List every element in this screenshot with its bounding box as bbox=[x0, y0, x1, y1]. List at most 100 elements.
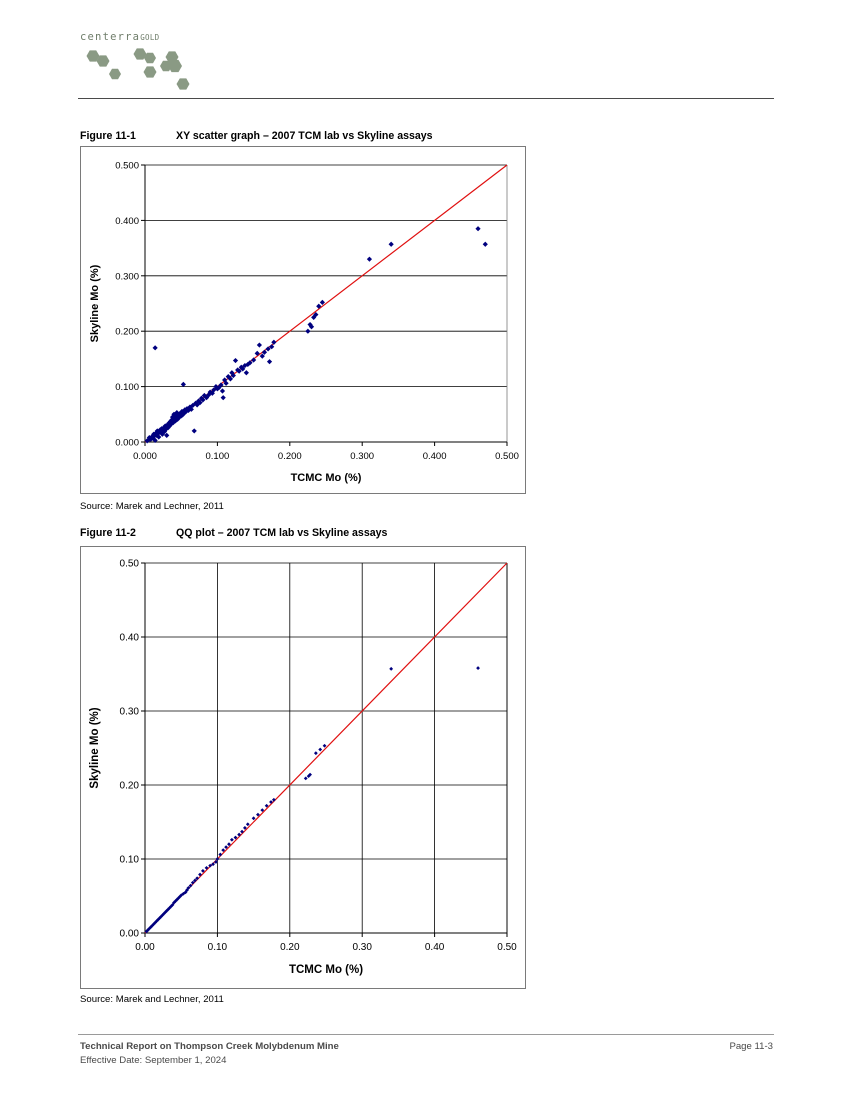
data-point bbox=[184, 406, 190, 412]
data-point bbox=[187, 404, 193, 410]
figure-1-caption: Figure 11-1 XY scatter graph – 2007 TCM l… bbox=[80, 130, 433, 142]
data-point bbox=[256, 342, 262, 348]
y-tick-label: 0.50 bbox=[120, 559, 140, 570]
logo-hexagon bbox=[109, 68, 121, 80]
data-point bbox=[243, 370, 249, 376]
data-point bbox=[232, 357, 239, 364]
data-point bbox=[219, 388, 226, 394]
data-point bbox=[214, 860, 218, 864]
data-point bbox=[157, 916, 162, 921]
data-point bbox=[269, 800, 273, 804]
data-point bbox=[186, 885, 191, 890]
hexagon-cluster bbox=[86, 48, 190, 90]
data-point bbox=[215, 857, 220, 861]
x-tick-label: 0.100 bbox=[206, 451, 230, 462]
data-point bbox=[197, 400, 203, 406]
xy-scatter-chart: 0.000 0.000 0.100 0.100 0.200 0.200 0.300 0.300… bbox=[89, 161, 519, 485]
logo-hexagon bbox=[176, 78, 190, 90]
y-tick-label: 0.30 bbox=[120, 707, 140, 718]
data-point bbox=[251, 816, 256, 821]
logo-hexagon bbox=[144, 52, 156, 64]
figure-2-caption: Figure 11-2 QQ plot – 2007 TCM lab vs Sky… bbox=[80, 527, 387, 539]
logo-hexagon bbox=[86, 50, 100, 62]
data-point bbox=[169, 904, 173, 909]
data-point bbox=[176, 415, 182, 421]
figure-1-source: Source: Marek and Lechner, 2011 bbox=[80, 501, 224, 512]
data-point bbox=[308, 772, 312, 777]
data-point bbox=[224, 845, 228, 850]
y-tick-label: 0.20 bbox=[120, 781, 140, 792]
x-tick-label: 0.200 bbox=[278, 451, 302, 462]
data-point bbox=[366, 256, 373, 262]
x-tick-label: 0.300 bbox=[350, 451, 374, 462]
data-point bbox=[188, 406, 194, 412]
data-point bbox=[482, 241, 488, 247]
data-point bbox=[303, 776, 308, 781]
x-tick-label: 0.500 bbox=[495, 451, 519, 462]
data-point bbox=[168, 421, 174, 427]
data-point bbox=[169, 417, 175, 423]
logo-hexagon bbox=[96, 55, 110, 67]
figure-1-chart-frame: 0.000 0.000 0.100 0.100 0.200 0.200 0.300 0.300… bbox=[80, 146, 526, 494]
data-point bbox=[476, 666, 480, 670]
x-tick-label: 0.50 bbox=[497, 942, 517, 953]
data-point bbox=[190, 402, 196, 409]
data-point bbox=[198, 872, 202, 877]
data-point bbox=[229, 837, 234, 842]
data-point bbox=[256, 812, 260, 817]
x-axis-label: TCMC Mo (%) bbox=[291, 472, 362, 484]
y-axis-label: Skyline Mo (%) bbox=[89, 707, 101, 788]
data-point bbox=[204, 865, 209, 870]
x-axis-label: TCMC Mo (%) bbox=[289, 964, 363, 976]
data-point bbox=[318, 747, 323, 752]
data-point bbox=[177, 411, 183, 417]
data-point bbox=[191, 428, 197, 434]
data-point bbox=[164, 422, 171, 428]
footer-divider bbox=[78, 1034, 774, 1035]
data-point bbox=[322, 743, 327, 748]
data-point bbox=[245, 361, 251, 368]
data-point bbox=[233, 835, 238, 840]
x-tick-label: 0.30 bbox=[352, 942, 372, 953]
company-logo-text: centerraGOLD bbox=[80, 31, 160, 43]
company-logo-hexagons bbox=[86, 48, 190, 90]
data-point bbox=[179, 893, 184, 898]
data-point bbox=[237, 832, 242, 837]
data-point bbox=[389, 666, 394, 671]
x-tick-label: 0.000 bbox=[133, 451, 157, 462]
y-tick-label: 0.40 bbox=[120, 633, 140, 644]
data-point bbox=[208, 863, 213, 868]
x-tick-label: 0.40 bbox=[425, 942, 445, 953]
reference-line-1-to-1 bbox=[144, 562, 508, 934]
data-point bbox=[240, 829, 244, 834]
data-point bbox=[164, 432, 170, 438]
logo-hexagon bbox=[165, 51, 179, 63]
y-axis-label: Skyline Mo (%) bbox=[89, 264, 101, 342]
data-point bbox=[243, 826, 247, 830]
data-point bbox=[201, 392, 207, 399]
data-point bbox=[193, 878, 197, 883]
data-point bbox=[221, 848, 226, 853]
logo-hexagon bbox=[168, 59, 182, 73]
data-point bbox=[247, 360, 253, 366]
data-point bbox=[245, 822, 250, 827]
y-tick-label: 0.400 bbox=[115, 216, 139, 227]
logo-hexagon bbox=[160, 60, 172, 72]
figure-2-chart-frame: 0.00 0.00 0.10 0.10 0.20 0.20 0.30 0.30 0.40 0.40… bbox=[80, 546, 526, 989]
data-point bbox=[218, 852, 223, 857]
figure-2-source: Source: Marek and Lechner, 2011 bbox=[80, 994, 224, 1005]
data-point bbox=[388, 241, 394, 247]
footer-report-title: Technical Report on Thompson Creek Molyb… bbox=[80, 1041, 339, 1052]
data-point bbox=[227, 376, 234, 382]
qq-plot-chart: 0.00 0.00 0.10 0.10 0.20 0.20 0.30 0.30 0.40 0.40… bbox=[89, 559, 517, 977]
data-point bbox=[177, 894, 182, 899]
data-point bbox=[225, 374, 231, 380]
y-tick-label: 0.200 bbox=[115, 327, 139, 338]
logo-hexagon bbox=[143, 66, 157, 78]
data-point bbox=[266, 359, 273, 365]
footer-page-number: Page 11-3 bbox=[729, 1041, 773, 1052]
data-point bbox=[201, 868, 205, 873]
data-point bbox=[271, 797, 276, 802]
data-point bbox=[179, 408, 185, 415]
data-point bbox=[188, 883, 193, 888]
